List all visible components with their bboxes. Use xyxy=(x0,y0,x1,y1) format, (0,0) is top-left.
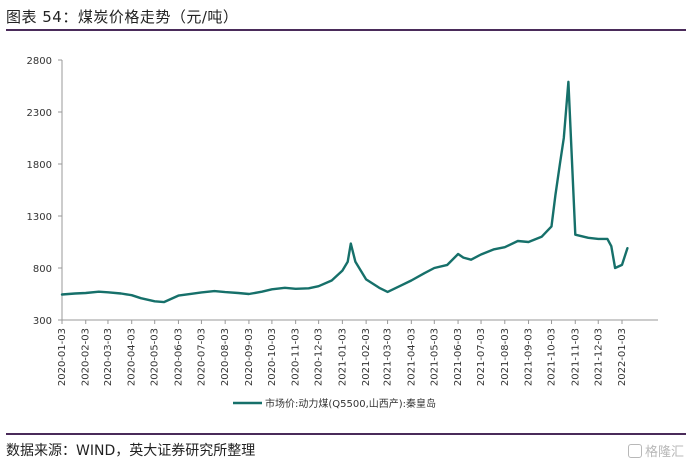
x-tick-label: 2020-02-03 xyxy=(81,328,92,386)
x-tick-label: 2021-03-03 xyxy=(383,328,394,386)
watermark-text: 格隆汇 xyxy=(644,445,684,460)
series-line xyxy=(60,80,629,304)
x-tick-label: 2021-02-03 xyxy=(361,328,372,386)
x-tick-label: 2020-07-03 xyxy=(196,328,207,386)
x-tick-label: 2021-01-03 xyxy=(337,328,348,386)
x-tick-label: 2022-01-03 xyxy=(617,328,628,386)
y-tick-label: 2300 xyxy=(27,108,52,119)
x-tick-label: 2020-04-03 xyxy=(127,328,138,386)
plot-area xyxy=(60,80,629,304)
x-tick-label: 2020-11-03 xyxy=(291,328,302,386)
y-tick-label: 300 xyxy=(33,316,52,327)
x-tick-label: 2021-05-03 xyxy=(429,328,440,386)
x-axis: 2020-01-03 2020-02-03 2020-03-03 2020-04-03… xyxy=(57,319,658,386)
watermark-logo-icon xyxy=(627,443,642,458)
x-tick-label: 2021-11-03 xyxy=(570,328,581,386)
x-tick-label: 2020-09-03 xyxy=(244,328,255,386)
legend: 市场价:动力煤(Q5500,山西产):秦皇岛 xyxy=(233,397,436,410)
x-tick-label: 2021-10-03 xyxy=(547,328,558,386)
x-tick-label: 2020-10-03 xyxy=(267,328,278,386)
line-chart: 300 800 1300 1800 2300 2800 2020-01-03 2020-02… xyxy=(27,56,658,410)
x-tick-label: 2020-12-03 xyxy=(314,328,325,386)
x-tick-label: 2020-06-03 xyxy=(173,328,184,386)
x-tick-label: 2021-07-03 xyxy=(476,328,487,386)
x-tick-label: 2020-03-03 xyxy=(103,328,114,386)
chart-title: 图表 54：煤炭价格走势（元/吨） xyxy=(6,8,239,26)
watermark: 格隆汇 xyxy=(627,441,684,460)
legend-label: 市场价:动力煤(Q5500,山西产):秦皇岛 xyxy=(265,397,436,410)
y-tick-label: 1800 xyxy=(27,160,52,171)
x-tick-label: 2021-12-03 xyxy=(593,328,604,386)
y-tick-label: 1300 xyxy=(27,212,52,223)
y-tick-label: 800 xyxy=(33,264,52,275)
x-tick-label: 2021-09-03 xyxy=(524,328,535,386)
title-divider xyxy=(6,29,686,31)
x-tick-label: 2021-06-03 xyxy=(453,328,464,386)
x-tick-label: 2021-08-03 xyxy=(500,328,511,386)
x-tick-label: 2020-01-03 xyxy=(57,328,68,386)
y-axis: 300 800 1300 1800 2300 2800 xyxy=(27,56,63,327)
x-tick-label: 2021-04-03 xyxy=(406,328,417,386)
data-source-note: 数据来源：WIND，英大证券研究所整理 xyxy=(6,443,256,459)
y-tick-label: 2800 xyxy=(27,56,52,67)
x-tick-label: 2020-05-03 xyxy=(150,328,161,386)
x-tick-label: 2020-08-03 xyxy=(220,328,231,386)
footer-divider xyxy=(6,433,686,435)
